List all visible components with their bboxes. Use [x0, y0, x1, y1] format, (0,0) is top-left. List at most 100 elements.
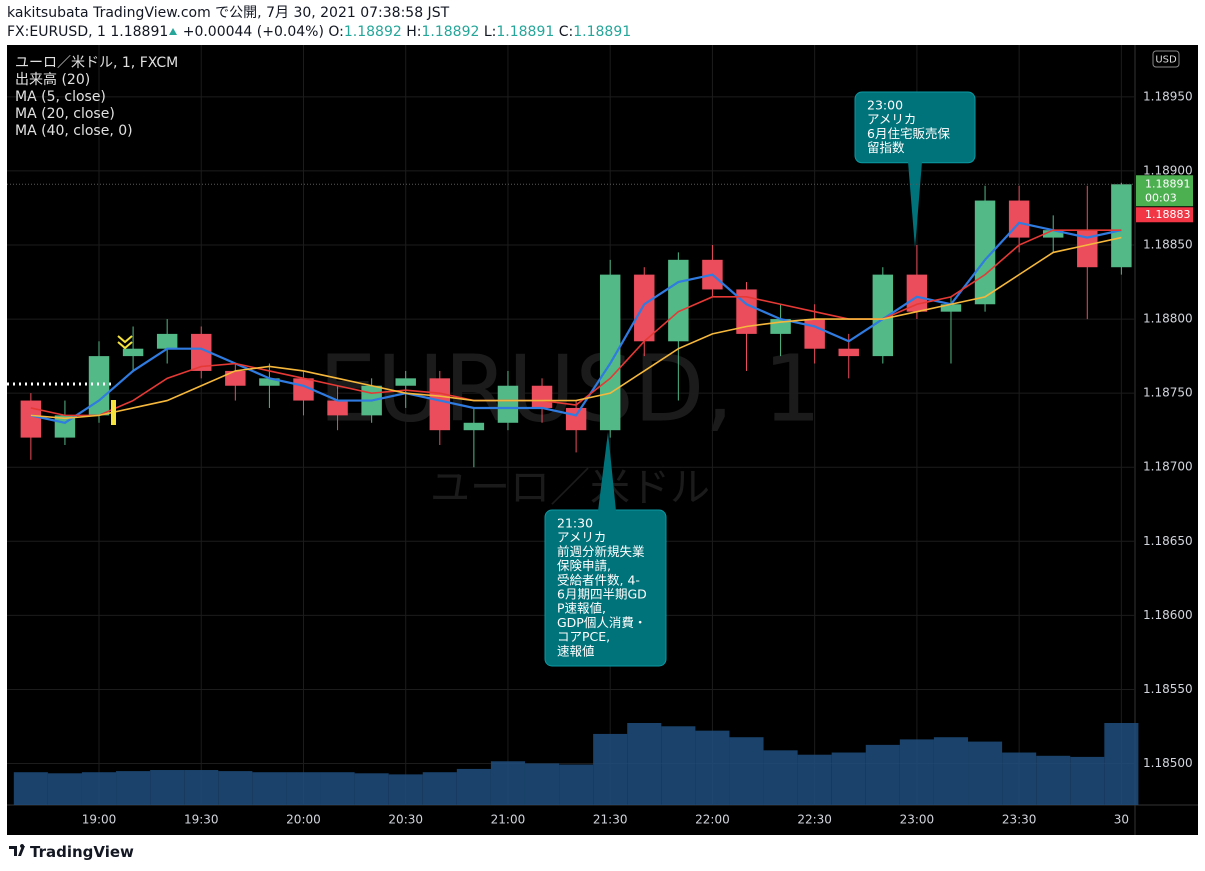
footer-logo: TradingView	[8, 843, 134, 861]
candle-body	[565, 407, 587, 431]
volume-bar	[865, 744, 900, 805]
volume-bar	[1036, 755, 1071, 805]
volume-bar	[1104, 723, 1139, 805]
ohlc-key: L:	[483, 24, 497, 40]
callout-text: コアPCE,	[557, 629, 610, 644]
x-tick-label: 30	[1114, 813, 1129, 827]
ohlc-key: C:	[558, 24, 574, 40]
volume-bar	[729, 737, 764, 805]
candle-body	[225, 370, 246, 386]
candle-body	[463, 422, 485, 431]
ma-line	[30, 221, 1122, 424]
callout-pointer	[598, 432, 616, 511]
prev-price-tag	[1136, 207, 1193, 223]
change: +0.00044 (+0.04%)	[182, 24, 324, 40]
candle-body	[940, 304, 962, 312]
up-arrow-icon	[169, 28, 178, 35]
logo-icon	[9, 844, 25, 856]
volume-bar	[116, 771, 151, 805]
volume-bar	[968, 741, 1003, 805]
x-tick-label: 20:30	[388, 813, 423, 827]
signal-bar	[111, 400, 116, 425]
x-tick-label: 23:30	[1002, 813, 1037, 827]
candle-body	[88, 356, 110, 416]
volume-bar	[797, 754, 832, 805]
volume-bar	[320, 772, 355, 805]
candle-body	[804, 319, 825, 349]
y-tick-label: 1.18900	[1143, 163, 1193, 177]
candle-body	[259, 378, 280, 386]
candle-body	[1042, 230, 1064, 238]
publish-info: kakitsubata TradingView.com で公開, 7月 30, …	[7, 5, 450, 21]
candle-body	[531, 385, 553, 408]
signal-chevron	[117, 335, 133, 344]
volume-bar	[252, 772, 287, 805]
callout-text: アメリカ	[867, 112, 916, 127]
volume-bar	[559, 764, 594, 805]
volume-bar	[763, 750, 798, 805]
volume-bar	[456, 768, 491, 805]
volume-bar	[1070, 756, 1105, 805]
candle-body	[668, 259, 689, 342]
x-tick-label: 19:30	[184, 813, 219, 827]
watermark: EURUSD, 1 ユーロ／米ドル	[319, 335, 822, 511]
currency-label: USD	[1155, 55, 1177, 66]
header: kakitsubata TradingView.com で公開, 7月 30, …	[7, 4, 631, 42]
callout-text: 23:00	[867, 98, 903, 113]
y-tick-label: 1.18850	[1143, 238, 1193, 252]
volume-bar	[286, 772, 321, 805]
candle-body	[156, 333, 178, 349]
ohlc-key: O:	[328, 24, 344, 40]
last-price: 1.18891	[110, 24, 169, 40]
volume-bar	[422, 772, 457, 805]
volume-bar	[524, 763, 560, 805]
candle-body	[191, 333, 212, 371]
y-tick-label: 1.18650	[1143, 534, 1193, 548]
prev-price-label: 1.18883	[1145, 208, 1191, 221]
x-tick-label: 22:30	[797, 813, 832, 827]
chart: EURUSD, 1 ユーロ／米ドル 21:30アメリカ前週分新規失業保険申請,受…	[7, 45, 1198, 835]
volume-bar	[661, 726, 696, 805]
y-tick-label: 1.18550	[1143, 682, 1193, 696]
signal-chevron	[117, 341, 133, 350]
y-tick-label: 1.18800	[1143, 312, 1193, 326]
candle-body	[906, 274, 928, 312]
volume-bar	[695, 730, 730, 805]
volume-bar	[899, 739, 934, 805]
volume-bar	[184, 770, 219, 805]
callout-text: 留指数	[867, 140, 905, 155]
x-tick-label: 22:00	[695, 813, 730, 827]
y-tick-label: 1.18500	[1143, 756, 1193, 770]
legend-symbol: ユーロ／米ドル, 1, FXCM	[15, 55, 178, 71]
x-tick-label: 20:00	[286, 813, 321, 827]
volume-bar	[593, 733, 628, 805]
volume-bar	[831, 752, 866, 805]
ma-line	[30, 236, 1122, 420]
x-tick-label: 21:00	[491, 813, 526, 827]
callout-text: GDP個人消費・	[557, 615, 646, 630]
callout-text: P速報値,	[557, 601, 606, 616]
candle-body	[1077, 230, 1098, 268]
candle-body	[838, 348, 859, 357]
candle-body	[872, 274, 894, 357]
callout-text: 受給者件数, 4-	[557, 572, 640, 587]
watermark-name: ユーロ／米ドル	[430, 465, 710, 511]
symbol: FX:EURUSD, 1	[7, 24, 106, 40]
volume-bar	[354, 773, 389, 805]
volume-bar	[218, 771, 253, 805]
volume-bar	[490, 761, 525, 805]
symbol-line: FX:EURUSD, 1 1.18891 +0.00044 (+0.04%) O…	[7, 23, 631, 42]
callout-text: 速報値	[557, 643, 595, 658]
candle-body	[497, 385, 519, 423]
candle-body	[634, 274, 655, 342]
candle-body	[429, 378, 451, 431]
ohlc-value: 1.18892	[343, 24, 402, 40]
chart-background	[7, 45, 1198, 835]
legend-entry: MA (40, close, 0)	[15, 123, 133, 139]
ohlc-value: 1.18891	[573, 24, 632, 40]
currency-badge	[1152, 50, 1180, 68]
legend-entry: MA (5, close)	[15, 89, 106, 105]
ohlc-key: H:	[406, 24, 422, 40]
last-price-tag	[1136, 175, 1193, 207]
